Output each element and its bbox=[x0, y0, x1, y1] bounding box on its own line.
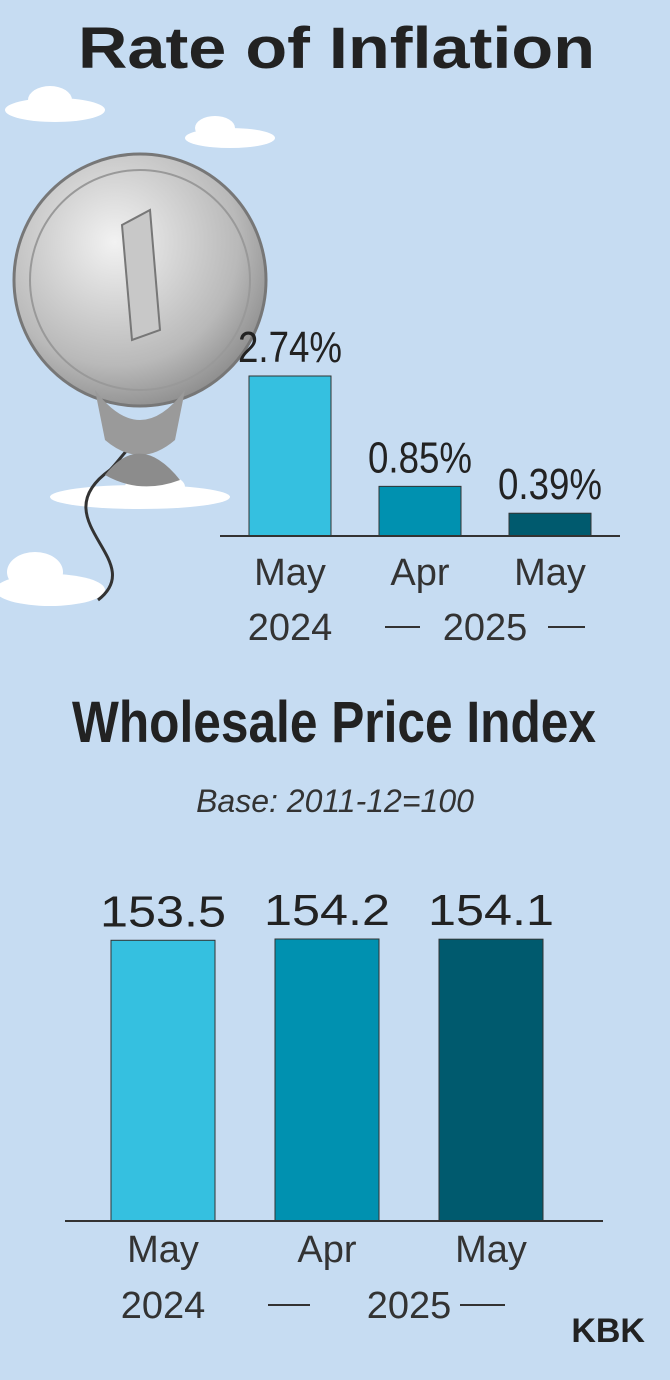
bar bbox=[248, 375, 332, 537]
bar bbox=[378, 485, 462, 537]
value-label: 0.39% bbox=[498, 460, 602, 509]
credit: KBK bbox=[571, 1312, 645, 1350]
year-label: 2025 bbox=[443, 607, 528, 649]
x-tick-label: May bbox=[127, 1229, 199, 1271]
clouds bbox=[0, 86, 275, 606]
bar bbox=[438, 938, 544, 1222]
bar bbox=[110, 939, 216, 1222]
x-tick-label: May bbox=[455, 1229, 527, 1271]
chart-subtitle: Base: 2011-12=100 bbox=[196, 783, 474, 819]
x-tick-label: May bbox=[254, 552, 326, 594]
year-label: 2024 bbox=[248, 607, 333, 649]
value-label: 0.85% bbox=[368, 433, 472, 482]
value-label: 154.2 bbox=[264, 886, 390, 935]
value-label: 153.5 bbox=[100, 887, 226, 936]
chart-title: Rate of Inflation bbox=[78, 16, 595, 81]
bar bbox=[508, 512, 592, 537]
x-tick-label: May bbox=[514, 552, 586, 594]
value-label: 2.74% bbox=[238, 323, 342, 372]
bar bbox=[274, 938, 380, 1222]
chart-title: Wholesale Price Index bbox=[72, 690, 596, 755]
value-label: 154.1 bbox=[428, 886, 554, 935]
x-tick-label: Apr bbox=[297, 1229, 356, 1271]
year-label: 2024 bbox=[121, 1285, 206, 1327]
balloon-coin bbox=[12, 152, 268, 602]
x-tick-label: Apr bbox=[390, 552, 449, 594]
year-label: 2025 bbox=[367, 1285, 452, 1327]
